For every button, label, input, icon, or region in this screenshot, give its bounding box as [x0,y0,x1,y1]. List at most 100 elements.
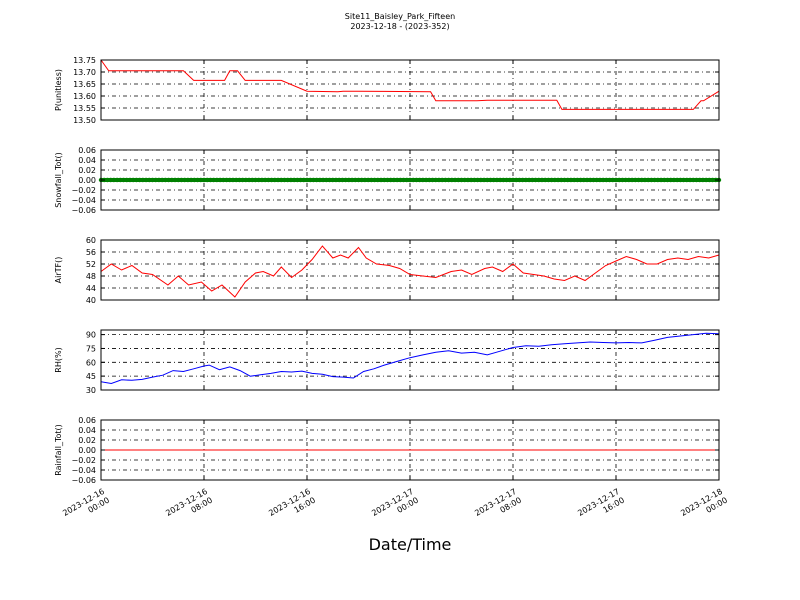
data-point [488,177,493,183]
data-point [578,177,583,183]
x-axis-label: Date/Time [369,535,452,554]
data-point [185,177,191,183]
y-tick-label: 40 [86,296,96,305]
series-line-1 [100,332,720,385]
data-point [198,177,203,183]
y-tick-label: 0.02 [78,166,96,175]
data-point [703,177,709,183]
data-point [372,177,377,183]
series-line-1 [100,59,720,110]
data-point [411,177,416,183]
y-tick-label: −0.04 [71,466,96,475]
data-point [285,177,290,183]
data-point [658,177,664,183]
y-axis-label: AirTF() [54,257,63,284]
series-markers [98,177,722,183]
data-point [127,177,133,183]
data-point [552,177,558,183]
data-point [330,177,335,183]
data-point [233,177,239,183]
data-point [195,177,200,183]
data-point [327,177,332,183]
data-point [214,177,220,183]
data-point [192,177,197,183]
data-point [301,177,306,183]
data-point [607,177,612,183]
data-point [159,177,165,183]
data-point [468,177,474,183]
data-point [333,177,339,183]
data-point [475,177,480,183]
data-point [237,177,242,183]
y-tick-label: −0.06 [71,476,96,485]
y-tick-label: 30 [86,386,96,395]
data-point [147,177,152,183]
data-point [478,177,484,183]
data-point [417,177,422,183]
data-point [124,177,129,183]
data-point [691,177,696,183]
data-point [652,177,657,183]
y-tick-label: 60 [86,358,96,367]
data-point [642,177,648,183]
data-point [240,177,245,183]
data-point [398,177,403,183]
data-point [549,177,554,183]
y-axis-label: Snowfall_Tot() [54,152,63,208]
data-point [176,177,181,183]
y-axis-label: Rainfall_Tot() [54,424,63,476]
data-point [404,177,409,183]
data-point [501,177,506,183]
x-tick-label: 2023-12-1700:00 [370,487,420,527]
data-point [246,177,252,183]
data-point [336,177,342,183]
y-tick-label: 13.55 [73,104,96,113]
data-point [201,177,207,183]
y-tick-label: 52 [86,260,96,269]
y-tick-label: −0.04 [71,196,96,205]
data-point [546,177,551,183]
x-tick-label: 2023-12-1708:00 [473,487,523,527]
data-point [617,177,622,183]
data-point [208,177,213,183]
panel-5: 0.060.040.020.00−0.02−0.04−0.06 Rainfall_… [54,416,720,485]
data-point [697,177,702,183]
panel-3: 60 56 52 48 44 40 AirTF() [54,236,720,305]
data-point [320,177,326,183]
data-point [443,177,448,183]
data-point [217,177,223,183]
data-point [394,177,400,183]
data-point [674,177,680,183]
y-tick-label: 75 [86,344,96,353]
data-point [282,177,287,183]
data-point [620,177,625,183]
data-point [169,177,175,183]
y-tick-label: 90 [86,331,96,340]
data-point [514,177,519,183]
data-point [369,177,374,183]
y-tick-label: 45 [86,372,96,381]
y-tick-label: 13.65 [73,80,96,89]
data-point [536,177,541,183]
data-point [594,177,599,183]
y-tick-label: 56 [86,248,96,257]
data-point [414,177,419,183]
data-point [497,177,503,183]
data-point [420,177,426,183]
data-point [221,177,226,183]
data-point [137,177,142,183]
data-point [668,177,673,183]
data-point [250,177,255,183]
y-tick-label: 48 [86,272,96,281]
data-point [362,177,368,183]
y-tick-label: 0.04 [78,156,96,165]
data-point [433,177,438,183]
x-tick-label: 2023-12-1600:00 [61,487,111,527]
data-point [449,177,455,183]
panel-4: 90 75 60 45 30 RH(%) [54,329,720,395]
data-point [494,177,500,183]
data-point [610,177,615,183]
data-point [533,177,538,183]
data-point [114,177,120,183]
